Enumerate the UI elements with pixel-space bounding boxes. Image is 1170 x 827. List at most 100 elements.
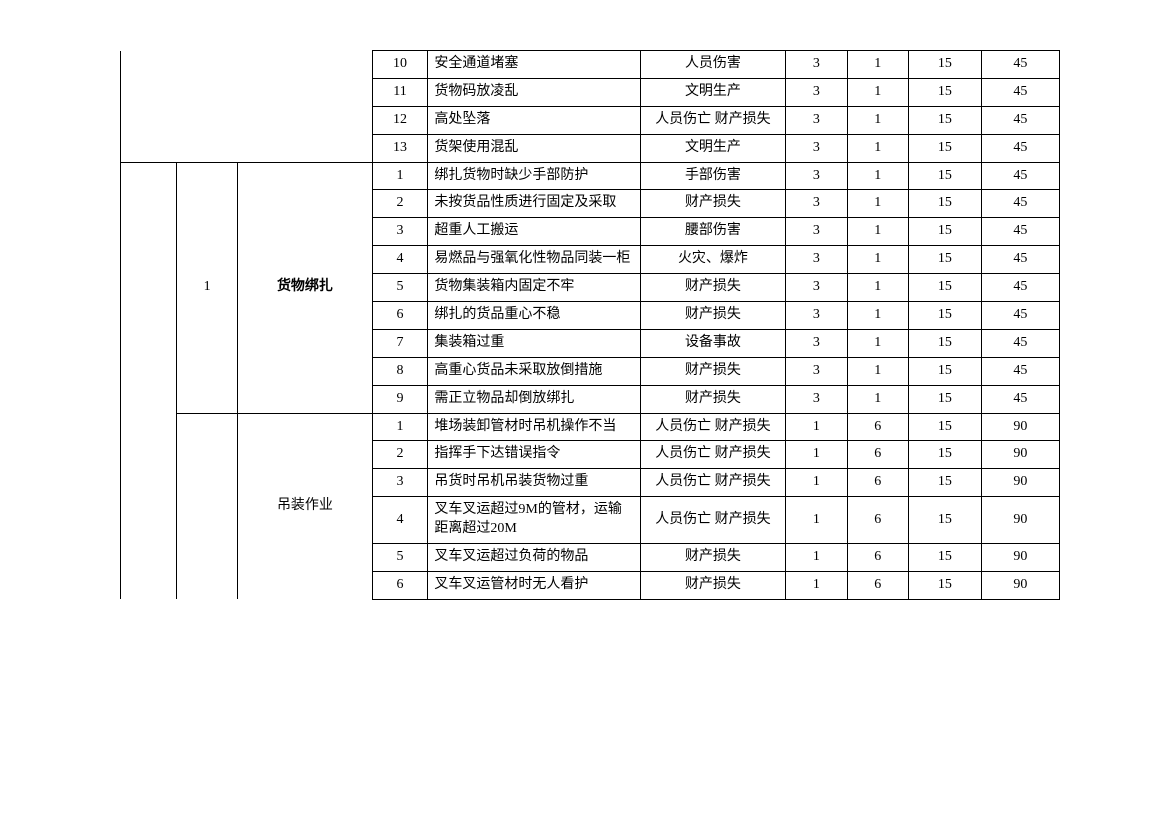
val-d: 45 bbox=[981, 302, 1059, 330]
continuation-header-cell bbox=[121, 51, 373, 163]
val-b: 6 bbox=[847, 544, 908, 572]
val-d: 90 bbox=[981, 413, 1059, 441]
val-c: 15 bbox=[909, 51, 982, 79]
row-index: 1 bbox=[372, 162, 428, 190]
table-row: 10 安全通道堵塞 人员伤害 3 1 15 45 bbox=[121, 51, 1060, 79]
consequence: 财产损失 bbox=[640, 571, 785, 599]
consequence: 人员伤亡 财产损失 bbox=[640, 413, 785, 441]
val-a: 1 bbox=[786, 441, 847, 469]
consequence: 人员伤亡 财产损失 bbox=[640, 106, 785, 134]
consequence: 设备事故 bbox=[640, 329, 785, 357]
val-c: 15 bbox=[909, 357, 982, 385]
hazard-desc: 绑扎的货品重心不稳 bbox=[428, 302, 640, 330]
hazard-desc: 高重心货品未采取放倒措施 bbox=[428, 357, 640, 385]
hazard-desc: 叉车叉运管材时无人看护 bbox=[428, 571, 640, 599]
val-a: 3 bbox=[786, 190, 847, 218]
val-b: 1 bbox=[847, 385, 908, 413]
val-a: 3 bbox=[786, 329, 847, 357]
val-d: 90 bbox=[981, 441, 1059, 469]
row-index: 9 bbox=[372, 385, 428, 413]
consequence: 人员伤害 bbox=[640, 51, 785, 79]
section-number bbox=[176, 413, 237, 599]
val-b: 1 bbox=[847, 51, 908, 79]
val-a: 1 bbox=[786, 469, 847, 497]
hazard-desc: 指挥手下达错误指令 bbox=[428, 441, 640, 469]
val-a: 3 bbox=[786, 246, 847, 274]
val-c: 15 bbox=[909, 441, 982, 469]
row-index: 3 bbox=[372, 218, 428, 246]
row-index: 2 bbox=[372, 441, 428, 469]
val-d: 45 bbox=[981, 190, 1059, 218]
hazard-desc: 易燃品与强氧化性物品同装一柜 bbox=[428, 246, 640, 274]
row-index: 6 bbox=[372, 302, 428, 330]
val-c: 15 bbox=[909, 469, 982, 497]
table-row: 吊装作业 1 堆场装卸管材时吊机操作不当 人员伤亡 财产损失 1 6 15 90 bbox=[121, 413, 1060, 441]
consequence: 手部伤害 bbox=[640, 162, 785, 190]
val-a: 1 bbox=[786, 497, 847, 544]
outer-section-cell bbox=[121, 162, 177, 599]
val-d: 90 bbox=[981, 497, 1059, 544]
consequence: 财产损失 bbox=[640, 302, 785, 330]
val-c: 15 bbox=[909, 106, 982, 134]
row-index: 10 bbox=[372, 51, 428, 79]
val-b: 1 bbox=[847, 190, 908, 218]
hazard-desc: 未按货品性质进行固定及采取 bbox=[428, 190, 640, 218]
val-a: 3 bbox=[786, 274, 847, 302]
row-index: 8 bbox=[372, 357, 428, 385]
val-b: 1 bbox=[847, 246, 908, 274]
consequence: 文明生产 bbox=[640, 134, 785, 162]
consequence: 人员伤亡 财产损失 bbox=[640, 441, 785, 469]
table-body: 10 安全通道堵塞 人员伤害 3 1 15 45 11 货物码放凌乱 文明生产 … bbox=[121, 51, 1060, 600]
val-c: 15 bbox=[909, 497, 982, 544]
val-a: 3 bbox=[786, 162, 847, 190]
val-c: 15 bbox=[909, 413, 982, 441]
hazard-desc: 货架使用混乱 bbox=[428, 134, 640, 162]
val-c: 15 bbox=[909, 78, 982, 106]
val-d: 45 bbox=[981, 106, 1059, 134]
section-number: 1 bbox=[176, 162, 237, 413]
hazard-desc: 超重人工搬运 bbox=[428, 218, 640, 246]
activity-name: 吊装作业 bbox=[238, 413, 372, 599]
row-index: 3 bbox=[372, 469, 428, 497]
val-c: 15 bbox=[909, 190, 982, 218]
consequence: 人员伤亡 财产损失 bbox=[640, 497, 785, 544]
val-d: 45 bbox=[981, 134, 1059, 162]
val-d: 45 bbox=[981, 78, 1059, 106]
val-b: 6 bbox=[847, 441, 908, 469]
val-b: 1 bbox=[847, 302, 908, 330]
val-a: 3 bbox=[786, 218, 847, 246]
hazard-desc: 吊货时吊机吊装货物过重 bbox=[428, 469, 640, 497]
val-b: 6 bbox=[847, 469, 908, 497]
consequence: 人员伤亡 财产损失 bbox=[640, 469, 785, 497]
val-d: 90 bbox=[981, 544, 1059, 572]
consequence: 财产损失 bbox=[640, 385, 785, 413]
val-b: 1 bbox=[847, 78, 908, 106]
val-d: 45 bbox=[981, 51, 1059, 79]
hazard-desc: 集装箱过重 bbox=[428, 329, 640, 357]
row-index: 4 bbox=[372, 497, 428, 544]
consequence: 财产损失 bbox=[640, 274, 785, 302]
consequence: 财产损失 bbox=[640, 544, 785, 572]
row-index: 11 bbox=[372, 78, 428, 106]
val-d: 45 bbox=[981, 218, 1059, 246]
val-c: 15 bbox=[909, 162, 982, 190]
consequence: 财产损失 bbox=[640, 190, 785, 218]
val-b: 1 bbox=[847, 274, 908, 302]
val-b: 1 bbox=[847, 218, 908, 246]
val-d: 45 bbox=[981, 385, 1059, 413]
val-a: 1 bbox=[786, 571, 847, 599]
row-index: 7 bbox=[372, 329, 428, 357]
hazard-desc: 堆场装卸管材时吊机操作不当 bbox=[428, 413, 640, 441]
hazard-desc: 绑扎货物时缺少手部防护 bbox=[428, 162, 640, 190]
row-index: 1 bbox=[372, 413, 428, 441]
val-a: 3 bbox=[786, 78, 847, 106]
hazard-desc: 叉车叉运超过负荷的物品 bbox=[428, 544, 640, 572]
row-index: 5 bbox=[372, 544, 428, 572]
val-a: 3 bbox=[786, 302, 847, 330]
risk-table: 10 安全通道堵塞 人员伤害 3 1 15 45 11 货物码放凌乱 文明生产 … bbox=[120, 50, 1060, 600]
val-c: 15 bbox=[909, 218, 982, 246]
row-index: 2 bbox=[372, 190, 428, 218]
val-d: 45 bbox=[981, 357, 1059, 385]
val-c: 15 bbox=[909, 571, 982, 599]
val-a: 3 bbox=[786, 385, 847, 413]
